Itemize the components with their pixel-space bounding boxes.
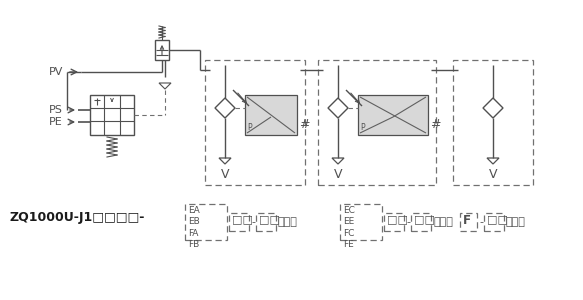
Text: EA
EB
FA
FB: EA EB FA FB (188, 206, 200, 249)
Bar (318, 60, 436, 185)
Bar (155, 40, 169, 60)
Text: □□: □□ (487, 214, 508, 224)
Text: の場合: の場合 (506, 217, 526, 227)
Bar (229, 213, 249, 231)
Text: PS: PS (49, 105, 63, 115)
Text: V: V (489, 169, 497, 182)
Text: □□: □□ (232, 214, 253, 224)
Bar (460, 213, 477, 231)
Text: -: - (251, 217, 255, 227)
Text: -: - (479, 217, 483, 227)
Bar (185, 204, 227, 240)
Bar (484, 213, 504, 231)
Text: の場合: の場合 (433, 217, 453, 227)
Bar (411, 213, 431, 231)
Bar (90, 95, 134, 135)
Text: ZQ1000U-J1□□□□-: ZQ1000U-J1□□□□- (10, 212, 145, 224)
Text: □□: □□ (387, 214, 408, 224)
Text: P: P (360, 123, 364, 132)
Bar (205, 60, 305, 185)
Text: #: # (430, 118, 441, 131)
Bar (340, 204, 382, 240)
Text: -: - (406, 217, 410, 227)
Text: PE: PE (49, 117, 63, 127)
Bar (245, 95, 297, 135)
Bar (358, 95, 428, 135)
Text: PV: PV (48, 67, 63, 77)
Text: V: V (221, 169, 229, 182)
Text: #: # (299, 118, 310, 131)
Bar (453, 60, 533, 185)
Text: F: F (463, 214, 471, 227)
Text: □□: □□ (259, 214, 280, 224)
Text: P: P (247, 123, 252, 132)
Text: V: V (333, 169, 342, 182)
Text: の場合: の場合 (278, 217, 298, 227)
Bar (384, 213, 404, 231)
Text: EC
EE
FC
FE: EC EE FC FE (343, 206, 355, 249)
Text: □□: □□ (414, 214, 435, 224)
Bar (256, 213, 276, 231)
